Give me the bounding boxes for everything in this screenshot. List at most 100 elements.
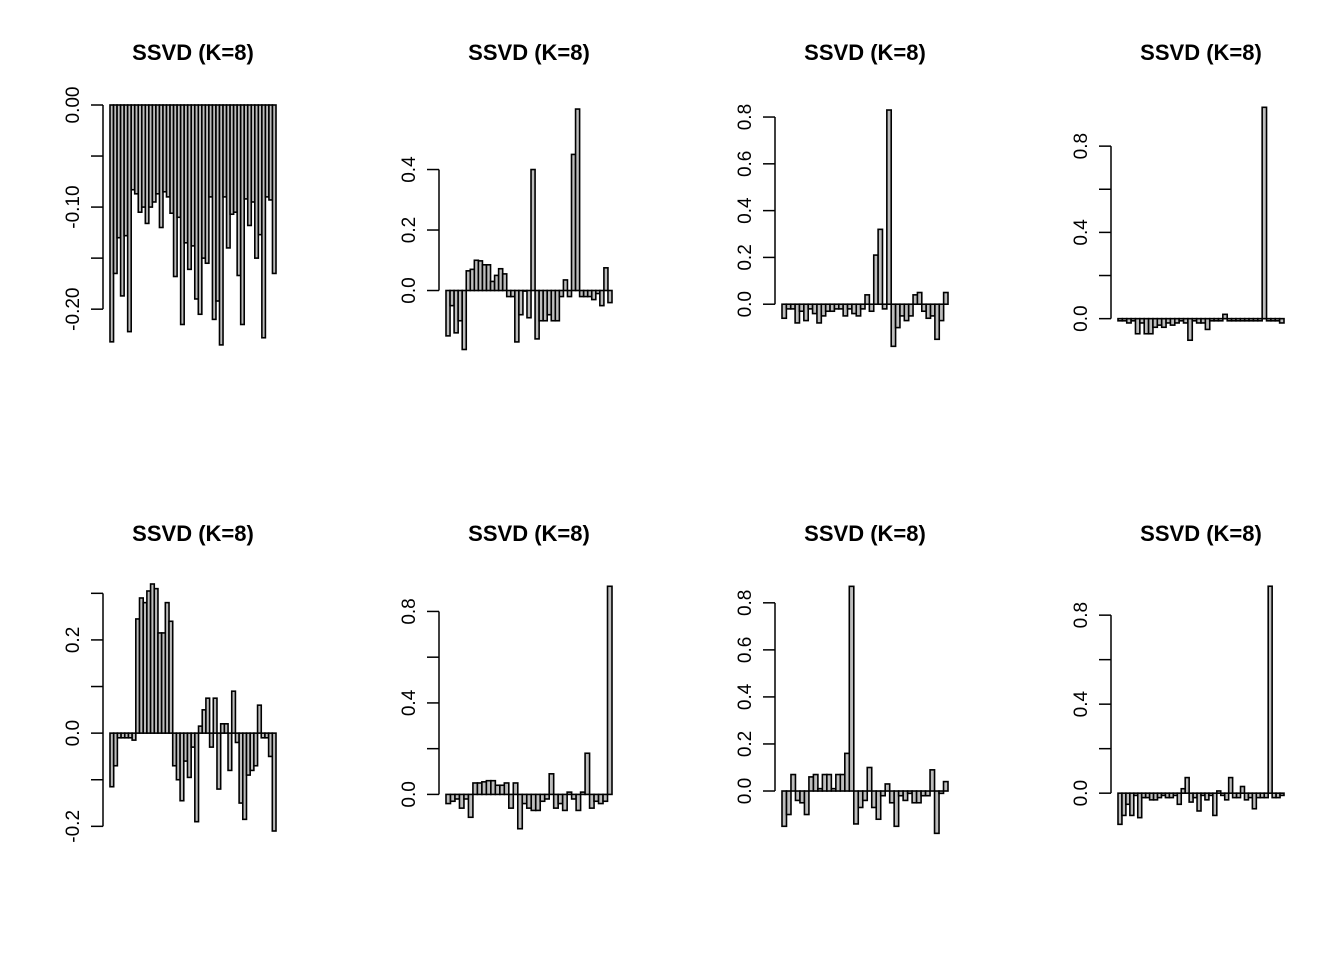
panel-title: SSVD (K=8)	[468, 521, 590, 546]
bar	[861, 790, 869, 802]
bar	[467, 793, 474, 819]
y-tick-label: 0.0	[735, 778, 756, 804]
bar	[584, 752, 591, 796]
bar	[186, 732, 192, 779]
bar	[915, 790, 922, 804]
bar	[534, 793, 542, 812]
y-tick-label: 0.0	[1071, 305, 1092, 331]
panel-title: SSVD (K=8)	[804, 521, 926, 546]
bar	[803, 303, 810, 322]
bar	[866, 766, 873, 792]
bar	[1212, 792, 1218, 817]
bar	[518, 289, 524, 316]
y-tick-label: 0.2	[63, 627, 84, 653]
y-tick-label: 0.0	[63, 720, 84, 746]
bar	[1223, 792, 1230, 801]
bar	[1204, 792, 1210, 801]
bar	[548, 773, 555, 796]
bar	[223, 723, 229, 734]
bar	[256, 704, 263, 734]
y-tick-label: 0.6	[735, 637, 756, 663]
bar	[933, 790, 940, 835]
bar	[790, 773, 797, 792]
bar	[881, 303, 888, 310]
y-tick-label: 0.0	[1071, 780, 1092, 806]
y-tick-label: 0.4	[1071, 691, 1092, 718]
bar	[1129, 792, 1135, 817]
bar	[1235, 792, 1242, 799]
y-tick-label: 0.00	[63, 87, 84, 124]
bar	[803, 790, 810, 816]
y-tick-label: 0.2	[735, 731, 756, 757]
bar	[501, 273, 508, 292]
bar	[1136, 792, 1143, 819]
y-tick-label: 0.8	[735, 590, 756, 616]
bar	[1134, 317, 1141, 335]
y-tick-label: 0.0	[399, 781, 420, 807]
bar	[1256, 317, 1263, 322]
y-tick-label: 0.8	[399, 598, 420, 624]
bar	[526, 289, 532, 319]
bar	[216, 732, 222, 790]
bar	[907, 303, 914, 317]
panel-3: SSVD (K=8) 0.0 0.2 0.4 0.6 0.8	[735, 40, 949, 348]
y-tick-label: 0.0	[735, 291, 756, 317]
y-tick-label: 0.2	[735, 244, 756, 270]
bar	[785, 790, 792, 816]
y-tick-label: 0.8	[1071, 133, 1092, 159]
bar	[253, 732, 259, 767]
panel-5: SSVD (K=8) 0.0 0.2 -0.2	[63, 521, 277, 843]
bar	[516, 793, 524, 830]
y-tick-label: 0.4	[735, 197, 756, 224]
bar	[859, 303, 866, 310]
panel-6: SSVD (K=8) 0.0 0.4 0.8	[399, 521, 613, 830]
bar	[461, 289, 468, 351]
bar	[1204, 317, 1211, 331]
panel-7: SSVD (K=8) 0.0 0.2 0.4 0.6 0.8	[735, 521, 949, 835]
bar	[1176, 792, 1183, 806]
bar	[1222, 313, 1229, 320]
bar	[530, 168, 536, 292]
bar	[1278, 317, 1285, 324]
y-tick-label: 0.6	[735, 151, 756, 177]
bar	[781, 303, 788, 320]
bar	[1263, 792, 1269, 799]
y-tick-label: 0.8	[1071, 602, 1092, 628]
panel-2: SSVD (K=8) 0.0 0.2 0.4	[399, 40, 613, 351]
panel-title: SSVD (K=8)	[132, 521, 254, 546]
bar	[603, 267, 609, 292]
bar	[566, 289, 573, 298]
y-tick-label: 0.4	[399, 689, 420, 716]
bar	[218, 104, 224, 346]
bar	[112, 732, 119, 767]
bar	[942, 291, 949, 306]
panel-title: SSVD (K=8)	[1140, 521, 1262, 546]
bar	[868, 303, 875, 313]
bar	[934, 303, 941, 341]
bar	[1217, 317, 1224, 322]
bar	[126, 104, 132, 333]
panel-title: SSVD (K=8)	[468, 40, 590, 65]
panel-8: SSVD (K=8) 0.0 0.4 0.8	[1071, 521, 1285, 826]
bar	[562, 279, 569, 292]
bar	[826, 773, 833, 792]
panel-title: SSVD (K=8)	[132, 40, 254, 65]
panel-4: SSVD (K=8) 0.0 0.4 0.8	[1071, 40, 1285, 342]
bar	[208, 732, 215, 748]
bar	[574, 108, 581, 292]
bar	[848, 585, 855, 792]
bar	[212, 697, 218, 734]
bar	[1187, 317, 1194, 342]
bar	[514, 289, 520, 343]
panel-1: SSVD (K=8) 0.00 -0.10 -0.20	[63, 40, 277, 346]
bar	[1196, 792, 1202, 812]
bar	[1184, 776, 1190, 794]
bar	[1239, 785, 1246, 794]
panel-title: SSVD (K=8)	[804, 40, 926, 65]
y-tick-label: 0.4	[1071, 219, 1092, 246]
bar	[879, 790, 886, 797]
panel-title: SSVD (K=8)	[1140, 40, 1262, 65]
bar	[271, 104, 277, 275]
bar	[602, 793, 609, 803]
